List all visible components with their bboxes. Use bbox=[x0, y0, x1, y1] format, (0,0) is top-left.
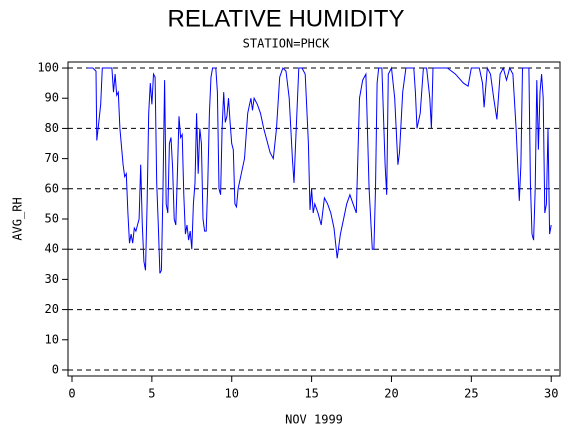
chart-subtitle: STATION=PHCK bbox=[243, 37, 330, 51]
y-tick-label: 0 bbox=[52, 362, 59, 376]
y-tick-label: 30 bbox=[45, 272, 59, 286]
x-tick-label: 15 bbox=[304, 387, 318, 401]
x-tick-label: 25 bbox=[464, 387, 478, 401]
chart-title: RELATIVE HUMIDITY bbox=[168, 5, 405, 32]
y-tick-label: 60 bbox=[45, 181, 59, 195]
y-tick-label: 10 bbox=[45, 332, 59, 346]
x-tick-label: 5 bbox=[148, 387, 155, 401]
y-tick-label: 40 bbox=[45, 242, 59, 256]
x-tick-label: 30 bbox=[544, 387, 558, 401]
x-axis-label: NOV 1999 bbox=[285, 413, 343, 427]
x-tick-label: 10 bbox=[225, 387, 239, 401]
x-tick-label: 0 bbox=[68, 387, 75, 401]
y-axis-label: AVG_RH bbox=[11, 197, 25, 240]
y-tick-label: 100 bbox=[37, 61, 59, 75]
x-tick-label: 20 bbox=[384, 387, 398, 401]
y-tick-label: 80 bbox=[45, 121, 59, 135]
y-tick-label: 70 bbox=[45, 151, 59, 165]
y-tick-label: 20 bbox=[45, 302, 59, 316]
data-line bbox=[88, 66, 552, 274]
y-tick-label: 50 bbox=[45, 212, 59, 226]
y-tick-label: 90 bbox=[45, 91, 59, 105]
